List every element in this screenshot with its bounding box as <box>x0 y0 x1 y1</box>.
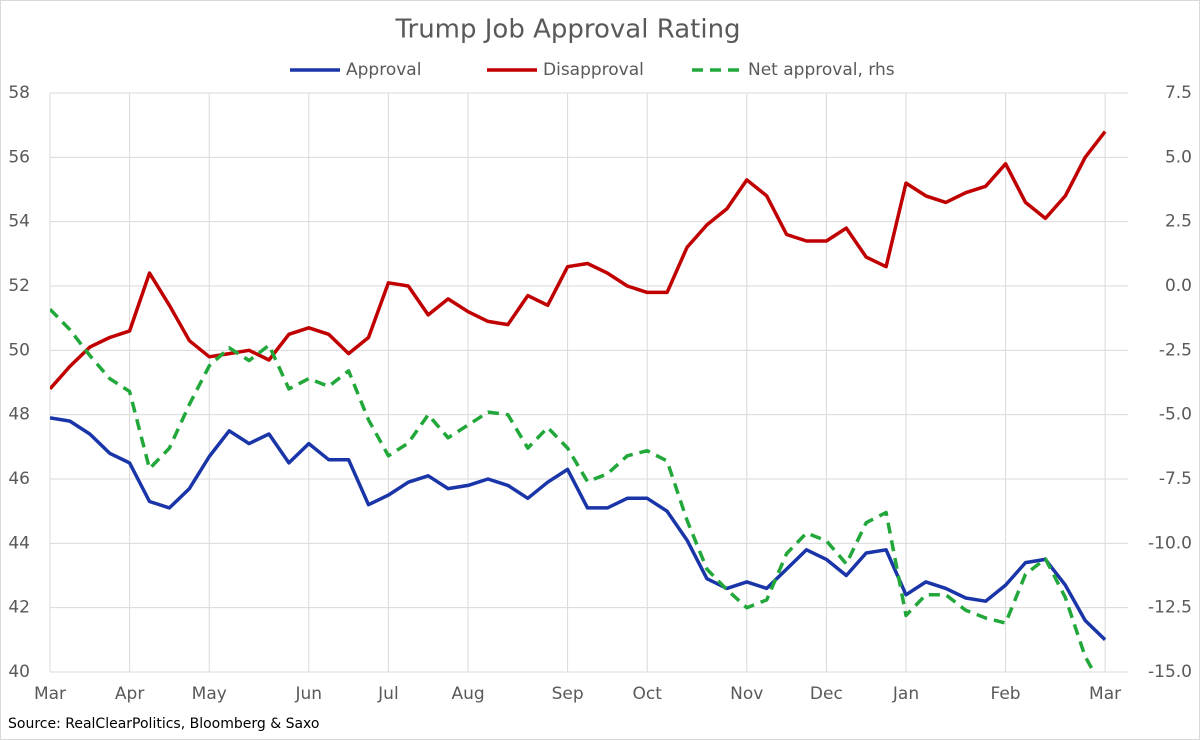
x-tick-label: Jul <box>377 684 399 704</box>
y2-tick-label: 2.5 <box>1165 212 1192 232</box>
legend-label: Net approval, rhs <box>748 60 895 80</box>
y2-tick-label: -5.0 <box>1159 405 1192 425</box>
y2-tick-label: -15.0 <box>1148 662 1192 682</box>
x-tick-label: Nov <box>730 684 763 704</box>
legend-label: Approval <box>346 60 421 80</box>
y-tick-label: 42 <box>8 598 30 618</box>
source-note: Source: RealClearPolitics, Bloomberg & S… <box>8 716 319 732</box>
plot-area <box>50 130 1107 673</box>
y2-tick-label: -10.0 <box>1148 533 1192 553</box>
x-tick-label: Mar <box>34 684 66 704</box>
y2-tick-label: 7.5 <box>1165 83 1192 103</box>
y-tick-label: 56 <box>8 147 30 167</box>
y-tick-label: 52 <box>8 276 30 296</box>
x-tick-label: Jan <box>892 684 919 704</box>
y-tick-label: 54 <box>8 212 30 232</box>
y-tick-label: 48 <box>8 405 30 425</box>
x-tick-label: Feb <box>991 684 1021 704</box>
y-tick-label: 40 <box>8 662 30 682</box>
y2-tick-label: 0.0 <box>1165 276 1192 296</box>
x-tick-label: Aug <box>451 684 484 704</box>
x-tick-label: Mar <box>1089 684 1121 704</box>
series-line <box>50 307 1097 673</box>
x-tick-label: Oct <box>633 684 663 704</box>
y-tick-label: 44 <box>8 533 30 553</box>
y2-tick-label: -7.5 <box>1159 469 1192 489</box>
chart-title: Trump Job Approval Rating <box>394 15 740 45</box>
y-tick-label: 46 <box>8 469 30 489</box>
series-line <box>50 130 1107 391</box>
x-tick-label: Apr <box>115 684 144 704</box>
x-tick-label: Dec <box>810 684 843 704</box>
series-line <box>50 416 1107 642</box>
x-tick-label: Sep <box>552 684 584 704</box>
x-tick-label: May <box>192 684 227 704</box>
y-tick-label: 58 <box>8 83 30 103</box>
x-tick-label: Jun <box>295 684 323 704</box>
y2-tick-label: -2.5 <box>1159 340 1192 360</box>
y2-tick-label: 5.0 <box>1165 147 1192 167</box>
legend-label: Disapproval <box>543 60 644 80</box>
y-tick-label: 50 <box>8 340 30 360</box>
y2-tick-label: -12.5 <box>1148 598 1192 618</box>
